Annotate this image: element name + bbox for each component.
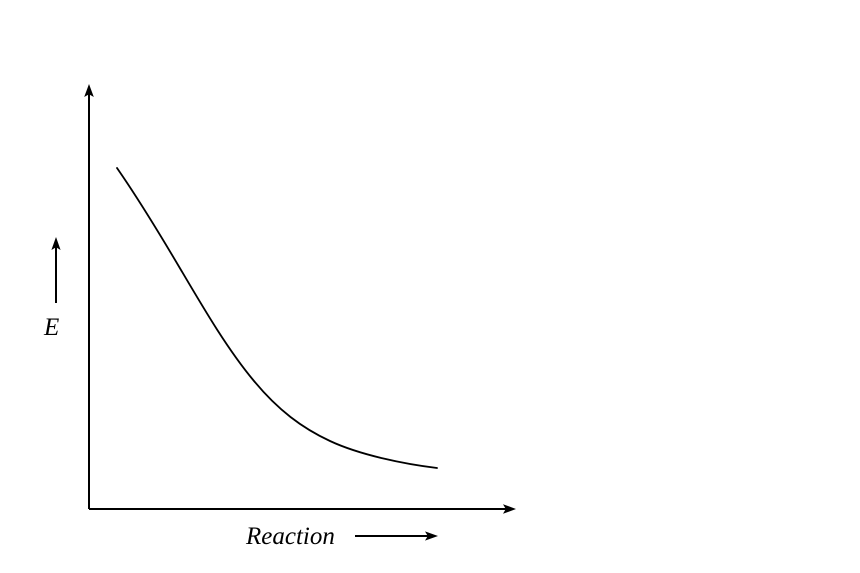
y-axis-label: E	[44, 314, 60, 341]
energy-direction-arrow-icon	[51, 237, 61, 250]
y-axis-arrow-icon	[84, 84, 94, 97]
reaction-direction-arrow-icon	[425, 531, 438, 541]
x-axis-label: Reaction	[246, 523, 335, 550]
x-axis-arrow-icon	[503, 504, 516, 514]
energy-profile-curve	[116, 167, 438, 469]
